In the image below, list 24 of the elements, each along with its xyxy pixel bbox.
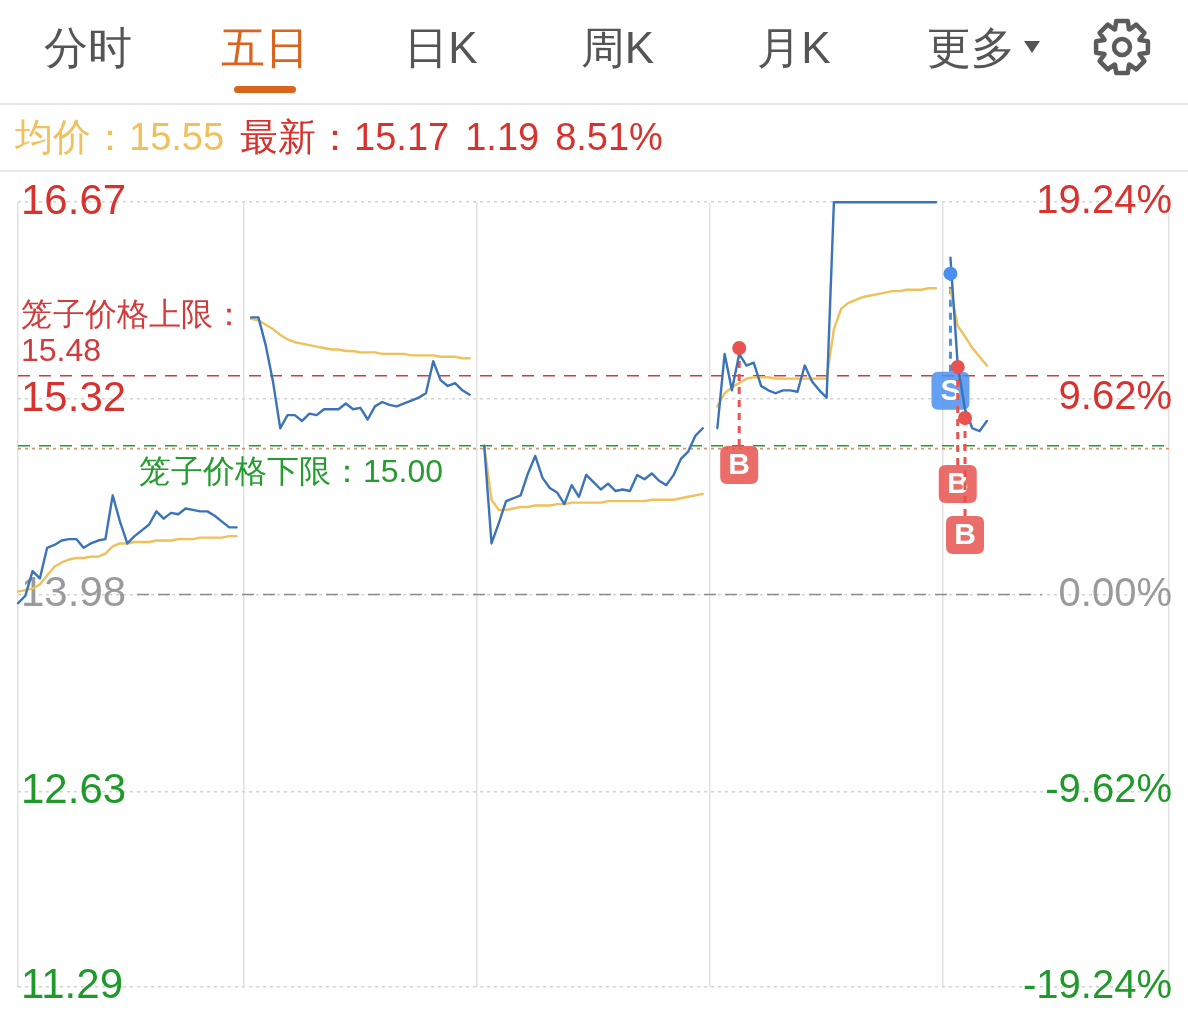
y-tick-label: 13.98: [21, 568, 127, 616]
text: 1.19: [465, 116, 540, 159]
y2-tick-label: -19.24%: [1023, 961, 1172, 1006]
text: 五日: [220, 22, 309, 74]
y2-tick-label: 19.24%: [1036, 177, 1172, 222]
text: 日K: [404, 22, 478, 74]
y-tick-label: 16.67: [21, 175, 127, 223]
y2-tick-label: -9.62%: [1045, 765, 1172, 810]
text: 周K: [580, 22, 655, 74]
ref-line-label: 笼子价格上限：15.48: [21, 295, 245, 368]
text: 更多: [926, 22, 1015, 74]
text: 均价：15.55: [15, 115, 225, 160]
text: 最新：15.17: [240, 115, 450, 160]
y2-tick-label: 9.62%: [1058, 373, 1172, 418]
ref-line-label: 笼子价格下限：15.00: [139, 452, 444, 489]
annotation: B: [954, 517, 976, 551]
annotation: B: [728, 447, 751, 481]
y-tick-label: 15.32: [21, 372, 127, 420]
y-tick-label: 12.63: [21, 764, 127, 812]
text: 8.51%: [555, 116, 663, 159]
y-tick-label: 11.29: [21, 960, 123, 1008]
text: 分时: [44, 22, 132, 74]
text: 月K: [757, 22, 831, 74]
y2-tick-label: 0.00%: [1058, 569, 1172, 614]
